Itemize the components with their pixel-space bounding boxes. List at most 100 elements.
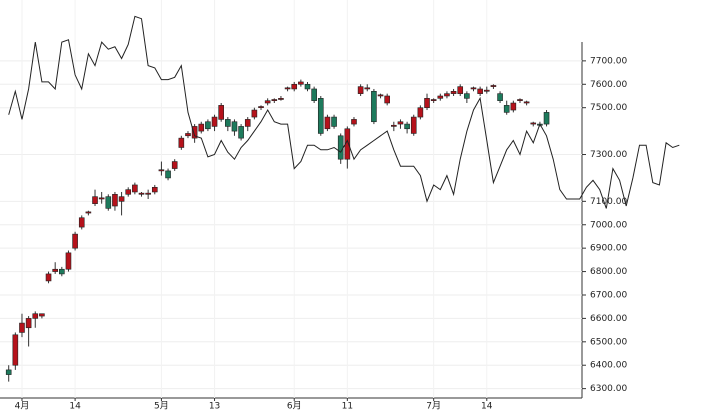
candle-body [304, 83, 311, 90]
candle-body [351, 119, 357, 125]
candle-body [331, 116, 337, 127]
candle-body [357, 86, 364, 94]
y-tick-label: 7500.00 [590, 103, 627, 113]
candle-body [178, 137, 185, 148]
candle-body [171, 161, 178, 169]
candle-body [158, 169, 165, 172]
candle-body [464, 93, 470, 99]
candle-body [530, 122, 537, 125]
candle-body [523, 101, 530, 104]
candle-body [205, 121, 211, 130]
candle-body [238, 126, 244, 139]
x-tick-label: 13 [209, 402, 220, 412]
candle-body [52, 268, 58, 272]
candle-body [191, 126, 198, 139]
candle-body [211, 116, 218, 127]
candle-body [317, 98, 324, 134]
candle-body [298, 81, 304, 85]
y-tick-label: 7000.00 [590, 220, 627, 230]
candle-body [98, 197, 105, 200]
candle-body [391, 124, 397, 127]
y-tick-label: 7600.00 [590, 80, 627, 90]
x-tick-label: 14 [69, 402, 81, 412]
candle-body [39, 313, 45, 317]
candle-body [457, 86, 464, 94]
candle-body [258, 106, 264, 108]
candle-body [404, 123, 410, 130]
y-tick-label: 7700.00 [590, 56, 627, 66]
x-tick-label: 11 [342, 402, 353, 412]
candle-body [72, 233, 78, 249]
candle-body [477, 88, 483, 94]
candle-body [450, 91, 457, 94]
candle-body [132, 184, 138, 193]
candle-body [25, 318, 32, 329]
candle-body [543, 112, 550, 125]
candle-body [503, 105, 510, 113]
candle-body [424, 98, 430, 108]
candle-body [65, 252, 72, 270]
candle-body [185, 133, 191, 137]
candle-body [19, 322, 25, 333]
candle-body [483, 89, 490, 92]
x-tick-label: 6月 [287, 401, 302, 412]
candle-body [470, 87, 477, 90]
candle-body [291, 83, 298, 90]
candle-body [377, 94, 384, 97]
x-tick-label: 4月 [15, 401, 30, 412]
candle-body [112, 194, 118, 207]
candle-body [430, 99, 437, 101]
y-tick-label: 6300.00 [590, 384, 627, 394]
y-tick-label: 6700.00 [590, 290, 627, 300]
candle-body [151, 186, 158, 193]
candle-body [251, 109, 258, 118]
candle-body [218, 105, 224, 120]
candle-body [105, 196, 112, 209]
candle-body [165, 170, 171, 179]
candle-body [324, 116, 331, 130]
candle-body [138, 192, 145, 195]
y-tick-label: 6500.00 [590, 337, 627, 347]
candle-body [417, 107, 424, 118]
x-tick-label: 14 [481, 402, 493, 412]
candle-body [231, 121, 238, 132]
candle-body [437, 95, 444, 99]
candle-body [92, 196, 98, 204]
y-tick-label: 6600.00 [590, 314, 627, 324]
y-tick-label: 6400.00 [590, 361, 627, 371]
candle-body [125, 189, 132, 195]
candle-body [12, 334, 19, 366]
candle-body [490, 85, 497, 87]
candle-body [517, 99, 523, 101]
x-tick-label: 5月 [154, 401, 169, 412]
x-tick-label: 7月 [426, 401, 441, 412]
y-tick-label: 7300.00 [590, 150, 627, 160]
candle-body [78, 217, 85, 228]
y-tick-label: 6900.00 [590, 244, 627, 254]
candle-body [410, 116, 417, 134]
candle-body [364, 87, 371, 90]
candle-body [264, 100, 271, 104]
candle-body [118, 196, 125, 202]
candle-body [284, 87, 291, 90]
candle-body [225, 119, 231, 127]
candle-body [371, 91, 377, 123]
y-tick-label: 6800.00 [590, 267, 627, 277]
y-tick-label: 7100.00 [590, 197, 627, 207]
candle-body [444, 93, 450, 97]
candle-body [85, 211, 92, 214]
candle-body [271, 99, 278, 101]
overlay-line [8, 15, 680, 209]
candle-body [5, 369, 12, 375]
candle-body [497, 93, 503, 101]
candle-body [510, 102, 517, 111]
candle-body [397, 121, 404, 125]
candle-body [59, 268, 65, 275]
candle-body [198, 123, 205, 132]
candle-body [145, 192, 151, 195]
candle-body [337, 135, 344, 160]
candle-body [45, 273, 52, 282]
candle-body [384, 95, 390, 104]
candle-body [32, 313, 39, 319]
